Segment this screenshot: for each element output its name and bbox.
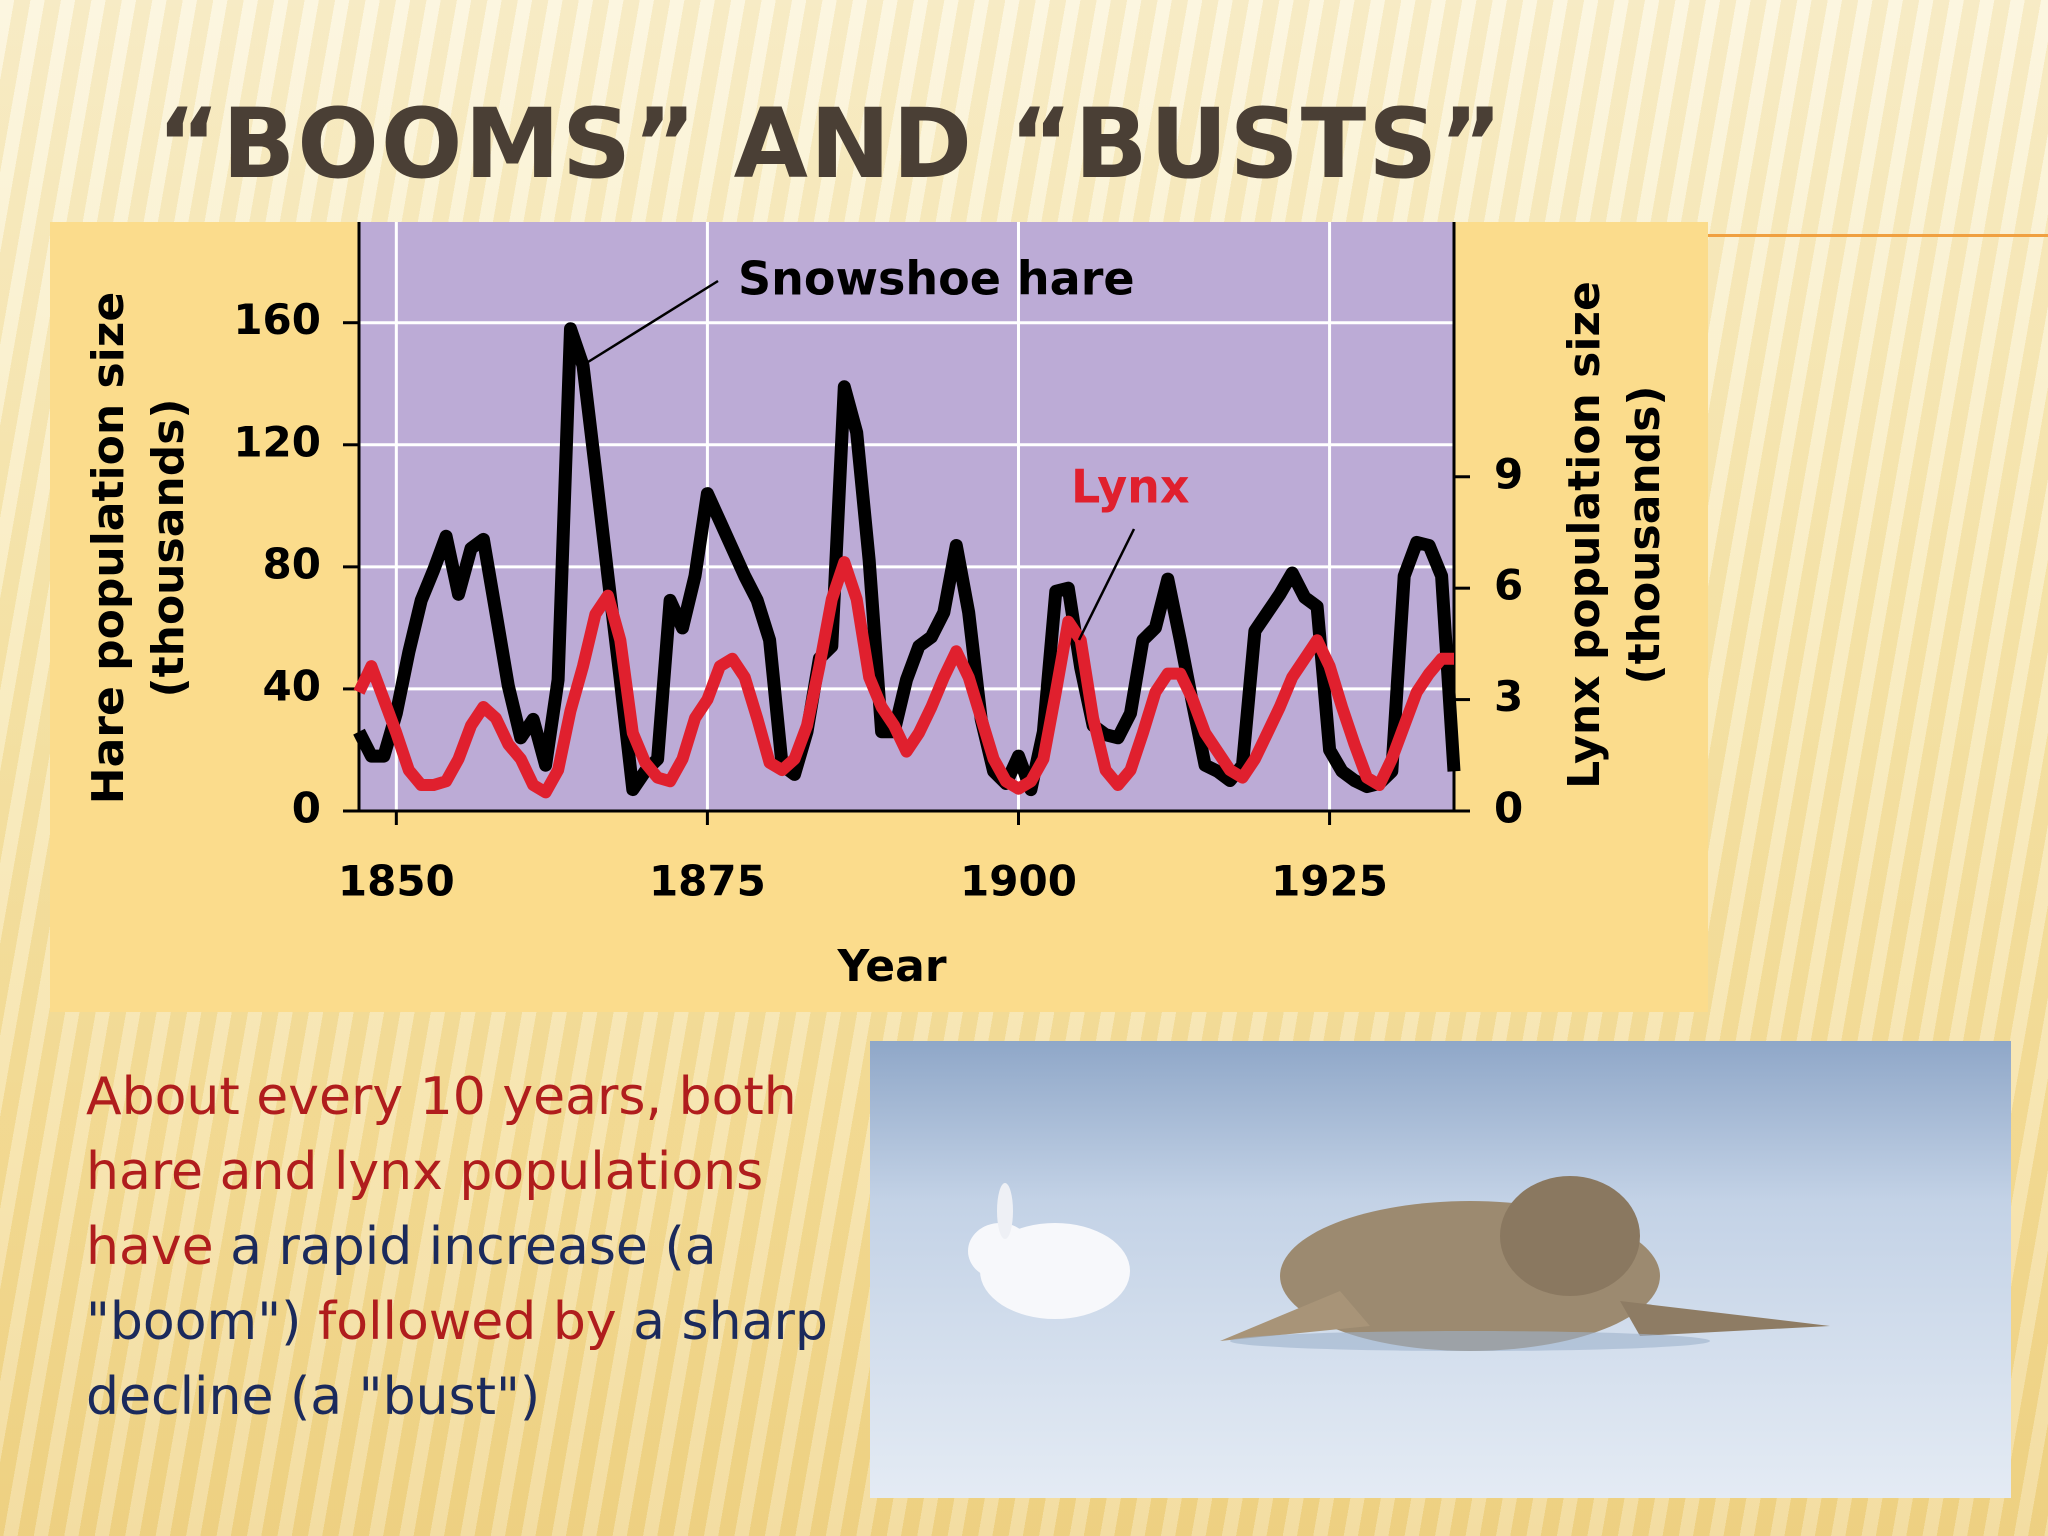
- series-label: Snowshoe hare: [738, 252, 1135, 306]
- y-tick-label: 80: [263, 539, 321, 588]
- series-label: Lynx: [1071, 460, 1190, 514]
- photo: [870, 1041, 2011, 1498]
- text-run: a sharp decline (a "bust"): [86, 1292, 828, 1427]
- y2-axis-label: Lynx population size: [1559, 281, 1610, 789]
- slide-title: “BOOMS” AND “BUSTS”: [157, 88, 1505, 200]
- y2-tick-label: 3: [1494, 672, 1523, 721]
- y-axis-label: Hare population size: [83, 292, 134, 804]
- y-tick-label: 0: [292, 784, 321, 833]
- x-tick-label: 1925: [1271, 857, 1388, 906]
- text-run: followed by: [301, 1292, 617, 1352]
- y2-tick-label: 6: [1494, 561, 1523, 610]
- x-tick-label: 1900: [960, 857, 1077, 906]
- y2-tick-label: 9: [1494, 449, 1523, 498]
- text-run: About every 10 years, both hare and lynx…: [86, 1067, 797, 1277]
- y2-axis-label: (thousands): [1619, 385, 1670, 684]
- x-axis-label: Year: [836, 941, 946, 992]
- y-axis-label: (thousands): [143, 398, 194, 697]
- chart: 1850 1875 1900 1925 0 40 80 120 160 0 3 6 9 Year Hare …: [50, 222, 1708, 1012]
- y-tick-label: 120: [233, 417, 321, 466]
- y-tick-label: 40: [263, 661, 321, 710]
- data-line: [353, 556, 1454, 799]
- accent-rule: [1708, 234, 2048, 237]
- body-text: About every 10 years, both hare and lynx…: [86, 1060, 846, 1435]
- data-line: [353, 322, 1461, 797]
- y2-tick-label: 0: [1494, 784, 1523, 833]
- x-tick-label: 1875: [649, 857, 766, 906]
- label-pointer: [1077, 528, 1136, 641]
- text-run: a rapid increase (a "boom"): [86, 1217, 717, 1352]
- x-tick-label: 1850: [338, 857, 455, 906]
- label-pointer: [587, 279, 719, 364]
- y-tick-label: 160: [233, 295, 321, 344]
